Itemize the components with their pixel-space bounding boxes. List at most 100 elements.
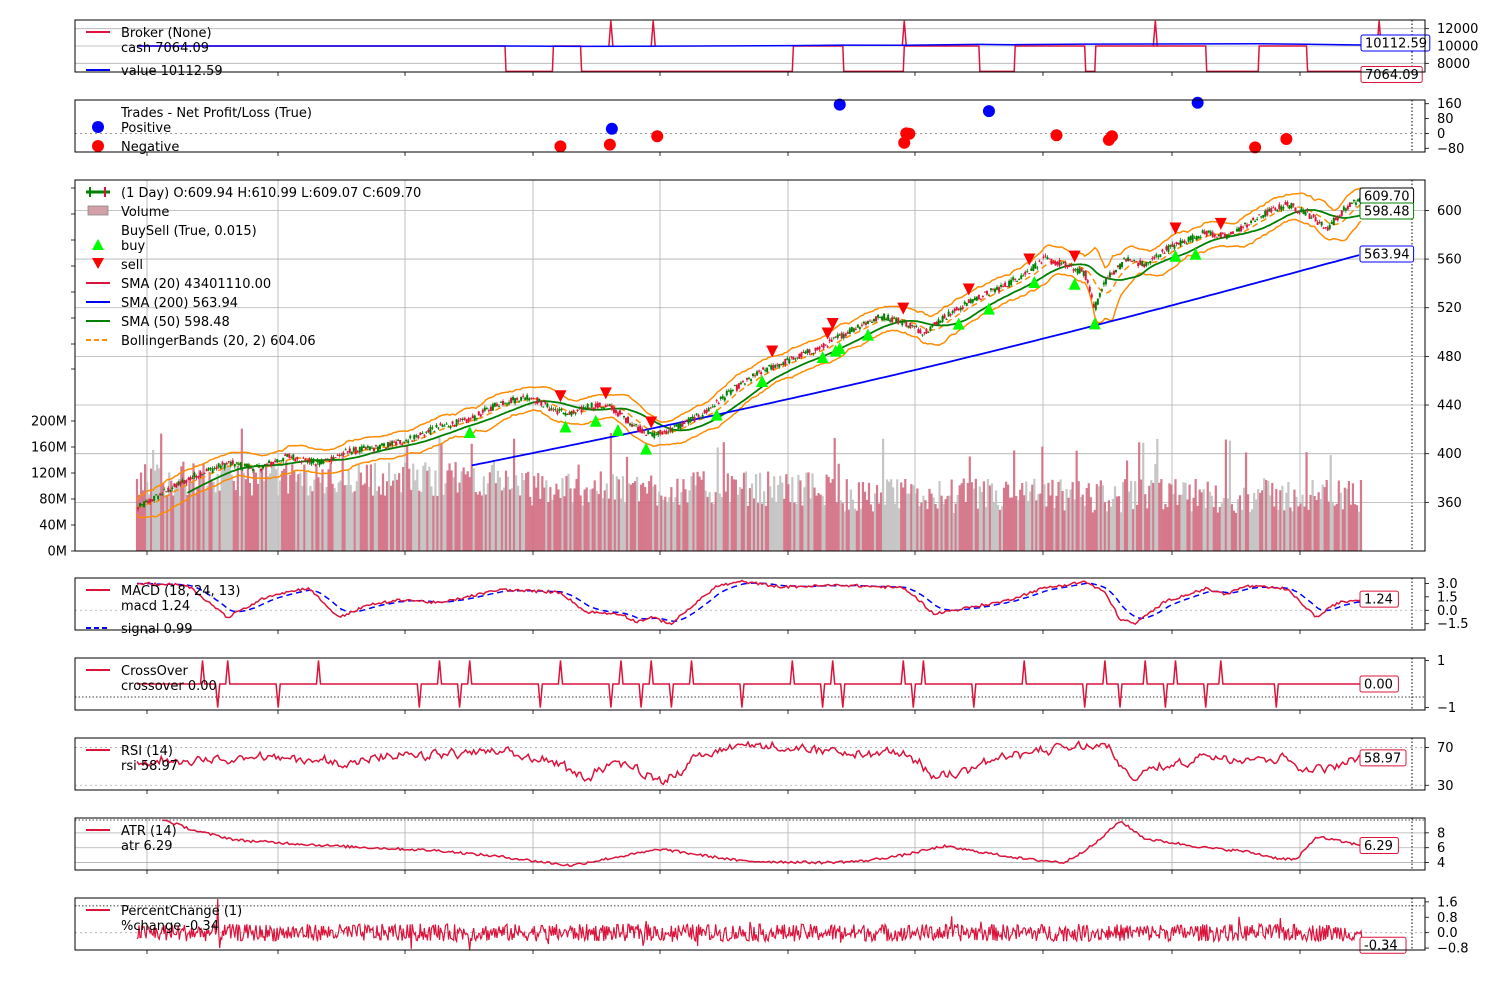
candle-body — [683, 423, 686, 425]
volume-bar — [1055, 495, 1058, 551]
crossover-panel-border — [74, 657, 1426, 711]
volume-bar — [1075, 450, 1078, 551]
volume-bar — [385, 481, 389, 551]
volume-bar — [587, 502, 590, 551]
candle-body — [393, 441, 396, 443]
candle-body — [1193, 237, 1196, 239]
buy-marker — [463, 426, 476, 439]
price-ytick-label-2: 440 — [1437, 399, 1462, 414]
candle-body — [1066, 266, 1069, 268]
volume-bar — [809, 498, 812, 551]
volume-bar — [525, 473, 528, 551]
candle-body — [812, 352, 815, 354]
candle-body — [727, 390, 730, 392]
candle-body — [249, 467, 252, 469]
volume-bar — [303, 464, 306, 551]
volume-bar — [486, 483, 489, 551]
volume-ytick-label-4: 160M — [31, 441, 67, 456]
volume-bar — [797, 474, 800, 551]
candle-body — [1004, 282, 1007, 287]
sell-marker — [962, 283, 975, 296]
candle-body — [157, 495, 160, 500]
candle-body — [215, 466, 218, 469]
volume-bar — [777, 484, 780, 551]
volume-bar — [801, 505, 804, 551]
price-end-label-2: 563.94 — [1364, 248, 1410, 263]
candle-body — [231, 460, 234, 465]
candle-body — [217, 463, 220, 468]
candle-body — [183, 480, 186, 485]
candle-body — [1189, 236, 1192, 240]
candle-body — [441, 424, 444, 427]
volume-bar — [166, 494, 169, 551]
candle-body — [788, 359, 791, 364]
volume-bar — [881, 438, 885, 551]
candle-body — [685, 419, 688, 422]
volume-bar — [329, 462, 332, 551]
candle-body — [235, 462, 238, 464]
volume-bar — [702, 471, 705, 551]
volume-bar — [1170, 484, 1173, 551]
candle-body — [1171, 243, 1174, 247]
trades-legend-label-0: Trades - Net Profit/Loss (True) — [120, 106, 312, 121]
volume-bar — [1045, 506, 1048, 551]
candle-body — [1094, 301, 1097, 310]
candle-body — [713, 405, 716, 407]
volume-bar — [258, 469, 262, 551]
volume-bar — [988, 485, 992, 551]
candle-body — [804, 351, 807, 354]
volume-bar — [775, 501, 778, 551]
candle-body — [1278, 204, 1281, 210]
volume-bar — [252, 469, 256, 551]
candle-body — [822, 343, 825, 349]
volume-bar — [942, 503, 945, 551]
candle-body — [1187, 237, 1190, 242]
volume-bar — [448, 463, 451, 551]
volume-bar — [333, 488, 336, 551]
volume-bar — [1317, 492, 1320, 551]
volume-bar — [1025, 481, 1028, 551]
candle-body — [717, 403, 720, 405]
candle-body — [649, 432, 652, 434]
volume-bar — [1031, 484, 1034, 551]
volume-bar — [158, 468, 161, 551]
candle-body — [362, 445, 365, 448]
volume-bar — [890, 479, 893, 551]
candle-body — [637, 426, 640, 432]
volume-bar — [676, 478, 679, 551]
candle-body — [1191, 234, 1194, 242]
volume-bar — [226, 464, 229, 551]
candle-body — [594, 403, 597, 408]
volume-bar — [970, 482, 973, 551]
trade-negative-marker — [554, 140, 567, 153]
volume-bar — [345, 485, 348, 551]
volume-bar — [1152, 482, 1155, 551]
volume-bar — [1081, 494, 1084, 551]
volume-bar — [710, 502, 713, 551]
candle-body — [499, 401, 502, 403]
candle-body — [455, 419, 458, 426]
volume-bar — [228, 467, 231, 551]
candle-body — [610, 405, 613, 410]
candle-body — [1173, 245, 1176, 249]
price-ytick-label-1: 400 — [1437, 447, 1462, 462]
candle-body — [879, 316, 882, 318]
volume-bar — [250, 495, 254, 551]
price-end-label-1: 598.48 — [1364, 205, 1410, 220]
volume-bar — [950, 479, 953, 551]
candle-body — [1201, 230, 1204, 234]
volume-bar — [428, 466, 431, 551]
buy-marker — [952, 317, 965, 330]
candle-body — [1068, 265, 1071, 267]
candle-body — [415, 435, 418, 437]
candle-body — [655, 434, 658, 436]
volume-bar — [1291, 511, 1294, 551]
candle-body — [725, 390, 728, 396]
volume-bar — [690, 476, 693, 551]
candle-body — [1221, 232, 1224, 234]
sell-marker — [599, 387, 612, 400]
volume-bar — [815, 495, 818, 551]
volume-bar — [629, 484, 633, 551]
candle-body — [532, 398, 535, 400]
volume-bar — [867, 482, 871, 551]
